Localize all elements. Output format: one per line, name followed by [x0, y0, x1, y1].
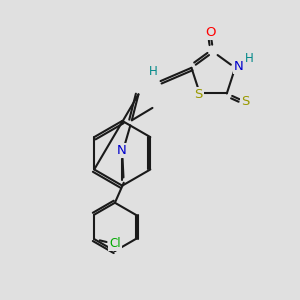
Text: H: H — [245, 52, 254, 65]
Text: N: N — [234, 60, 244, 73]
Text: Cl: Cl — [110, 237, 121, 250]
Text: N: N — [117, 144, 127, 158]
Text: S: S — [194, 88, 202, 101]
Text: O: O — [205, 26, 216, 39]
Text: S: S — [241, 95, 249, 108]
Text: H: H — [149, 65, 158, 78]
